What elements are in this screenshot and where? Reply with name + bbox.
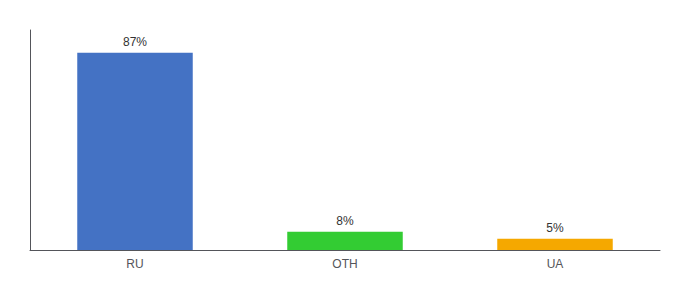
svg-text:5%: 5% xyxy=(546,221,564,235)
svg-text:UA: UA xyxy=(547,257,564,271)
svg-text:OTH: OTH xyxy=(332,257,357,271)
svg-text:87%: 87% xyxy=(123,35,147,49)
svg-text:RU: RU xyxy=(126,257,143,271)
svg-text:8%: 8% xyxy=(336,214,354,228)
